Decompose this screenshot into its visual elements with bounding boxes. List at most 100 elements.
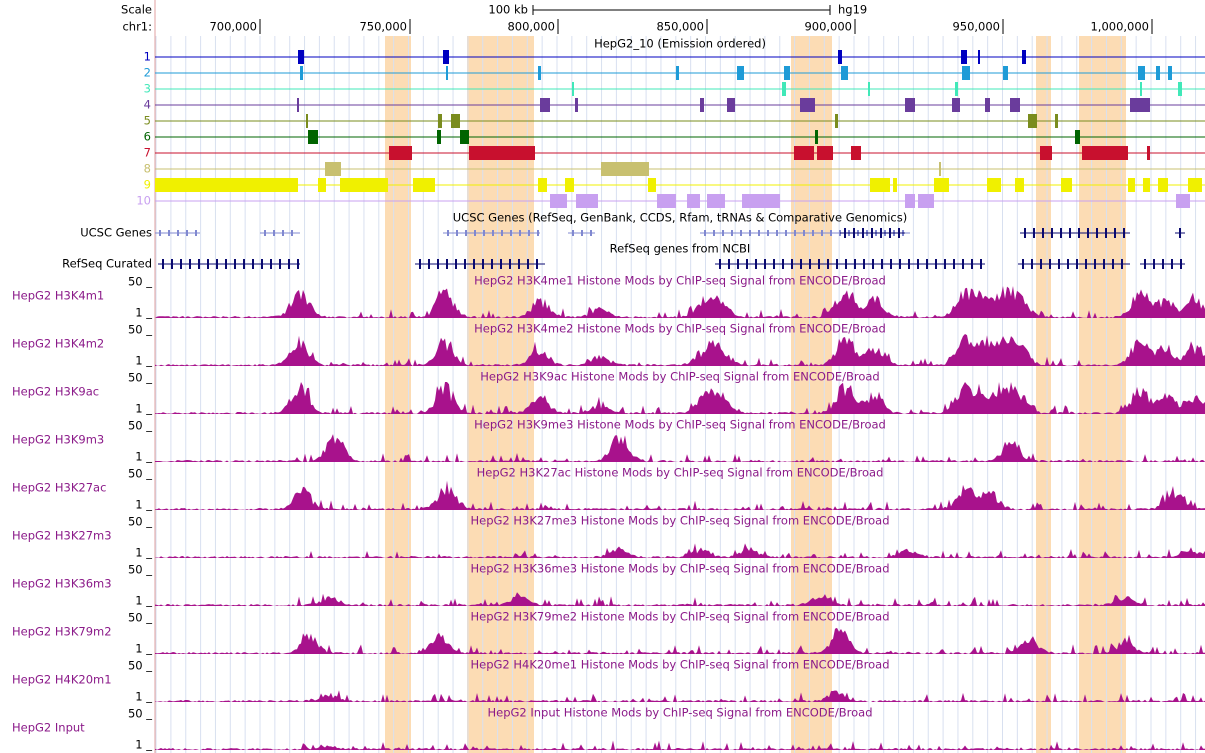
exon: [474, 230, 476, 236]
ruler-tick-label: 750,000: [359, 20, 407, 34]
state-block: [962, 66, 970, 80]
state-label: 3: [144, 82, 151, 96]
exon: [871, 228, 873, 238]
state-block: [1082, 146, 1128, 160]
state-label: 9: [144, 178, 151, 192]
exon: [456, 230, 458, 236]
state-block: [700, 98, 704, 112]
exon: [291, 230, 293, 236]
exon: [243, 259, 245, 269]
state-block: [538, 178, 547, 192]
track-label: HepG2 H3K9m3: [12, 433, 104, 447]
exon: [437, 259, 439, 269]
exon: [455, 259, 457, 269]
exon: [1042, 228, 1044, 238]
exon: [1153, 259, 1155, 269]
exon: [1051, 228, 1053, 238]
state-block: [952, 98, 960, 112]
state-block: [306, 114, 308, 128]
exon: [1179, 228, 1181, 238]
state-block: [1178, 82, 1182, 96]
state-block: [1055, 114, 1058, 128]
state-label: 7: [144, 146, 151, 160]
exon: [1040, 259, 1042, 269]
track-label: HepG2 H3K27ac: [12, 481, 106, 495]
state-block: [1147, 146, 1150, 160]
exon: [447, 230, 449, 236]
state-block: [1188, 178, 1202, 192]
track-max: 50 _: [128, 707, 152, 721]
track-label: HepG2 H3K4m1: [12, 289, 104, 303]
exon: [527, 259, 529, 269]
track-min: 1 _: [135, 690, 152, 704]
exon: [1105, 228, 1107, 238]
exon: [282, 230, 284, 236]
exon: [746, 259, 748, 269]
exon: [264, 230, 266, 236]
exon: [1058, 259, 1060, 269]
track-max: 50 _: [128, 275, 152, 289]
state-block: [601, 162, 649, 176]
track-label: HepG2 H4K20m1: [12, 673, 112, 687]
exon: [767, 230, 769, 236]
exon: [812, 230, 814, 236]
highlight: [791, 36, 832, 753]
ruler-tick-label: 700,000: [209, 20, 257, 34]
state-block: [389, 146, 412, 160]
exon: [528, 230, 530, 236]
gene-track-label: RefSeq Curated: [62, 257, 152, 271]
state-block: [987, 178, 1001, 192]
exon: [719, 259, 721, 269]
state-block: [308, 130, 318, 144]
exon: [722, 230, 724, 236]
exon: [881, 259, 883, 269]
state-block: [1140, 82, 1142, 96]
track-max: 50 _: [128, 467, 152, 481]
track-min: 1 _: [135, 546, 152, 560]
ruler-tick-label: 900,000: [804, 20, 852, 34]
state-block: [297, 98, 299, 112]
exon: [749, 230, 751, 236]
exon: [171, 259, 173, 269]
highlight: [385, 36, 411, 753]
exon: [1180, 259, 1182, 269]
state-block: [155, 178, 298, 192]
state-block: [1040, 146, 1052, 160]
track-label: HepG2 H3K4m2: [12, 337, 104, 351]
state-block: [782, 82, 786, 96]
exon: [872, 259, 874, 269]
exon: [880, 228, 882, 238]
state-block: [815, 130, 818, 144]
state-block: [657, 194, 676, 208]
state-block: [934, 178, 949, 192]
exon: [785, 230, 787, 236]
exon: [800, 259, 802, 269]
state-block: [446, 66, 448, 80]
state-block: [1028, 114, 1037, 128]
highlight: [467, 36, 534, 753]
exon: [821, 230, 823, 236]
exon: [180, 259, 182, 269]
state-block: [413, 178, 435, 192]
state-label: 2: [144, 66, 151, 80]
state-block: [300, 66, 303, 80]
exon: [186, 230, 188, 236]
track-max: 50 _: [128, 323, 152, 337]
exon: [980, 259, 982, 269]
signal: [155, 543, 1205, 558]
track-max: 50 _: [128, 611, 152, 625]
state-block: [727, 98, 735, 112]
exon: [261, 259, 263, 269]
track-label: HepG2 H3K36m3: [12, 577, 112, 591]
signal: [155, 480, 1205, 510]
exon: [1033, 228, 1035, 238]
track-title: HepG2 H3K27ac Histone Mods by ChIP-seq S…: [477, 466, 884, 480]
exon: [854, 259, 856, 269]
state-block: [707, 194, 725, 208]
state-block: [687, 194, 700, 208]
exon: [953, 259, 955, 269]
exon: [926, 259, 928, 269]
exon: [491, 259, 493, 269]
exon: [234, 259, 236, 269]
